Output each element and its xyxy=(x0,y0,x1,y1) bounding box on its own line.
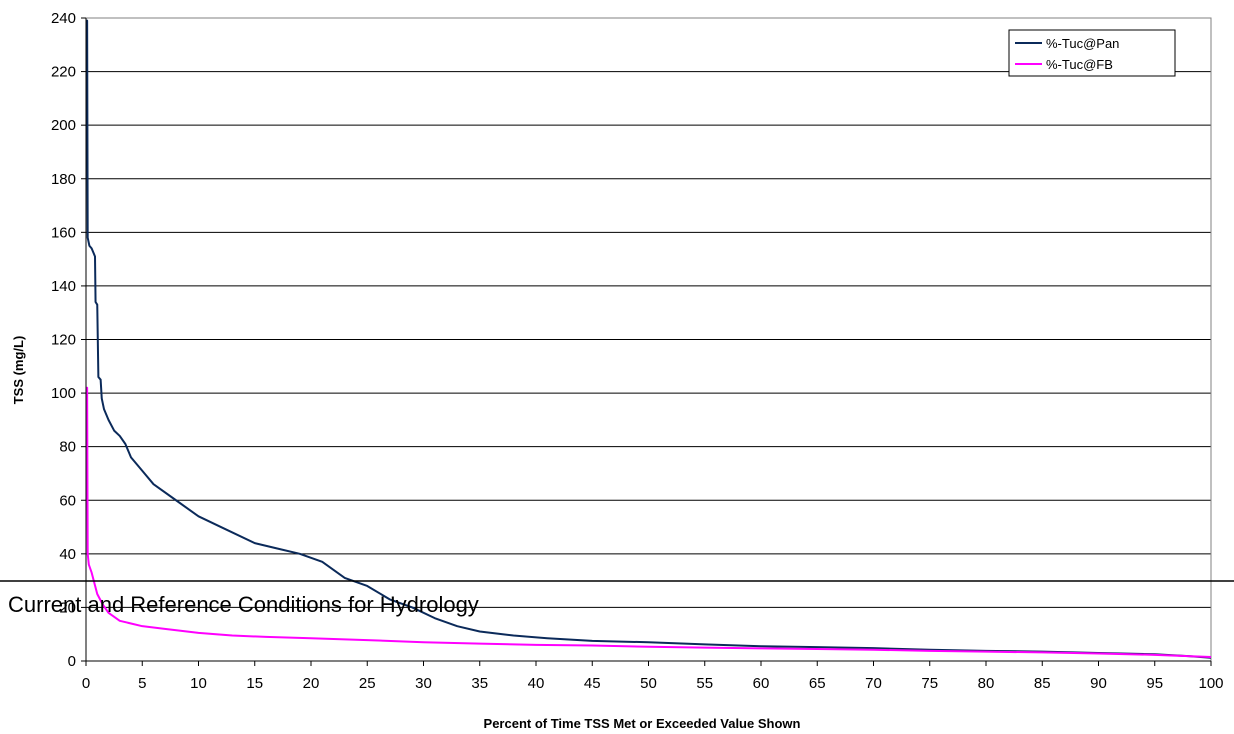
x-tick-label: 55 xyxy=(696,675,713,692)
x-tick-label: 65 xyxy=(809,675,826,692)
y-axis-title: TSS (mg/L) xyxy=(11,336,26,405)
x-tick-label: 60 xyxy=(753,675,770,692)
y-tick-label: 0 xyxy=(68,653,76,670)
series-lines xyxy=(86,19,1212,659)
x-tick-labels: 0 5 10 15 20 25 30 35 40 45 50 55 60 65 70 75 80 85 90 95 10… xyxy=(82,660,1224,692)
y-tick-labels: 0 20 40 60 80 100 120 140 160 180 200 220 240 xyxy=(51,10,87,670)
y-tick-label: 160 xyxy=(51,224,76,241)
y-tick-label: 60 xyxy=(59,492,76,509)
y-tick-label: 80 xyxy=(59,439,76,456)
legend-label-pan: %-Tuc@Pan xyxy=(1046,36,1119,51)
legend-label-fb: %-Tuc@FB xyxy=(1046,57,1113,72)
x-tick-label: 45 xyxy=(584,675,601,692)
legend-box xyxy=(1008,29,1176,77)
y-tick-label: 200 xyxy=(51,117,76,134)
x-axis-title: Percent of Time TSS Met or Exceeded Valu… xyxy=(484,716,801,731)
x-tick-label: 80 xyxy=(978,675,995,692)
x-tick-label: 30 xyxy=(415,675,432,692)
x-tick-label: 95 xyxy=(1146,675,1163,692)
x-tick-label: 90 xyxy=(1090,675,1107,692)
gridlines xyxy=(86,17,1211,608)
y-tick-label: 220 xyxy=(51,64,76,81)
y-tick-label: 40 xyxy=(59,546,76,563)
x-tick-label: 70 xyxy=(865,675,882,692)
x-tick-label: 5 xyxy=(138,675,146,692)
y-tick-label: 20 xyxy=(59,599,76,616)
y-tick-label: 240 xyxy=(51,10,76,27)
y-tick-label: 120 xyxy=(51,332,76,349)
x-tick-label: 10 xyxy=(190,675,207,692)
y-tick-label: 180 xyxy=(51,171,76,188)
x-tick-label: 25 xyxy=(359,675,376,692)
x-tick-label: 50 xyxy=(640,675,657,692)
overlay-caption: Current and Reference Conditions for Hyd… xyxy=(8,592,479,617)
x-tick-label: 40 xyxy=(528,675,545,692)
x-tick-label: 35 xyxy=(471,675,488,692)
x-tick-label: 20 xyxy=(303,675,320,692)
x-tick-label: 15 xyxy=(246,675,263,692)
y-tick-label: 140 xyxy=(51,278,76,295)
x-tick-label: 100 xyxy=(1198,675,1223,692)
x-tick-label: 75 xyxy=(921,675,938,692)
x-tick-label: 0 xyxy=(82,675,90,692)
legend: %-Tuc@Pan %-Tuc@FB xyxy=(1008,29,1176,77)
series-line-tuc-fb xyxy=(86,386,1212,658)
series-line-tuc-pan xyxy=(86,19,1212,659)
x-tick-label: 85 xyxy=(1034,675,1051,692)
y-tick-label: 100 xyxy=(51,385,76,402)
